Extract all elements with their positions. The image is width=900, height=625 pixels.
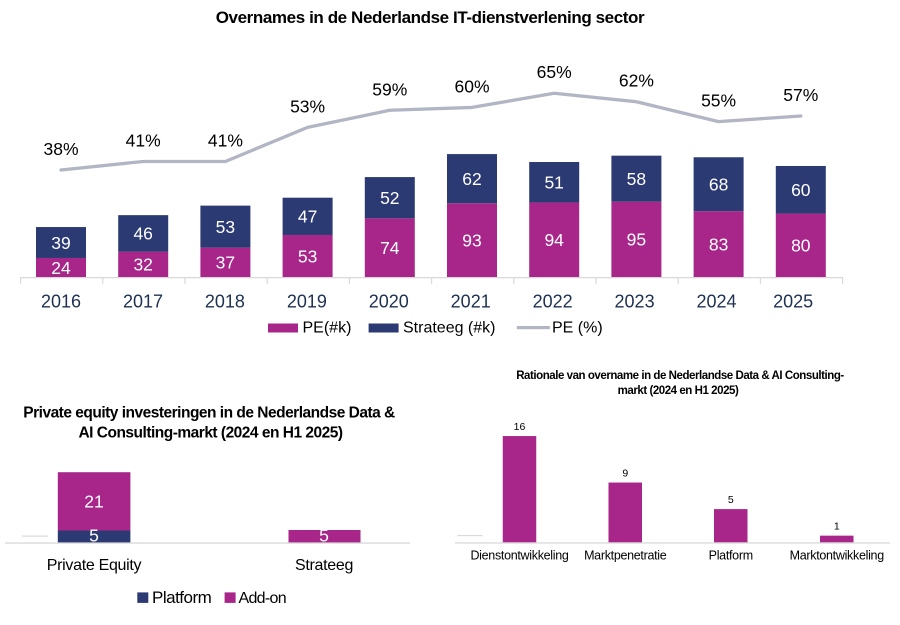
svg-text:Private equity investeringen i: Private equity investeringen in de Neder… xyxy=(23,405,395,422)
svg-text:37: 37 xyxy=(216,253,235,273)
svg-text:2025: 2025 xyxy=(773,292,813,312)
svg-text:53: 53 xyxy=(298,246,317,266)
svg-text:Platform: Platform xyxy=(709,549,753,563)
svg-text:83: 83 xyxy=(709,234,728,254)
svg-text:Strateeg: Strateeg xyxy=(295,557,353,574)
svg-text:5: 5 xyxy=(728,494,734,506)
svg-text:5: 5 xyxy=(319,526,329,546)
svg-text:47: 47 xyxy=(298,207,317,227)
svg-text:markt (2024 en H1 2025): markt (2024 en H1 2025) xyxy=(618,385,739,397)
svg-text:2018: 2018 xyxy=(205,292,245,312)
svg-text:68: 68 xyxy=(709,175,728,195)
svg-text:80: 80 xyxy=(791,236,811,256)
svg-text:5: 5 xyxy=(89,526,99,546)
svg-text:PE (%): PE (%) xyxy=(552,320,603,337)
svg-text:41%: 41% xyxy=(126,130,161,150)
svg-text:24: 24 xyxy=(51,258,71,278)
svg-text:32: 32 xyxy=(133,255,152,275)
svg-text:55%: 55% xyxy=(701,91,736,111)
svg-text:AI Consulting-markt (2024 en H: AI Consulting-markt (2024 en H1 2025) xyxy=(78,425,342,442)
svg-text:60: 60 xyxy=(791,180,811,200)
svg-text:Marktpenetratie: Marktpenetratie xyxy=(584,549,667,563)
svg-text:2019: 2019 xyxy=(287,292,327,312)
svg-text:Platform: Platform xyxy=(152,588,212,607)
svg-text:2017: 2017 xyxy=(123,292,163,312)
svg-text:41%: 41% xyxy=(208,130,243,150)
svg-text:53%: 53% xyxy=(290,96,325,116)
svg-text:1: 1 xyxy=(834,521,840,533)
svg-text:Marktontwikkeling: Marktontwikkeling xyxy=(790,549,885,563)
svg-text:38%: 38% xyxy=(43,139,78,159)
svg-text:62%: 62% xyxy=(619,71,654,91)
svg-text:52: 52 xyxy=(380,188,399,208)
svg-text:59%: 59% xyxy=(372,79,407,99)
svg-text:39: 39 xyxy=(51,233,70,253)
svg-text:53: 53 xyxy=(216,217,235,237)
svg-text:93: 93 xyxy=(462,230,481,250)
svg-text:Rationale van overname in de N: Rationale van overname in de Nederlandse… xyxy=(516,370,844,382)
svg-text:58: 58 xyxy=(627,169,646,189)
svg-text:PE(#k): PE(#k) xyxy=(303,320,352,337)
svg-text:9: 9 xyxy=(622,468,628,480)
svg-text:57%: 57% xyxy=(783,85,818,105)
svg-text:2021: 2021 xyxy=(451,292,491,312)
svg-text:Add-on: Add-on xyxy=(239,590,286,607)
svg-text:2023: 2023 xyxy=(615,292,655,312)
svg-text:21: 21 xyxy=(84,492,103,512)
svg-text:62: 62 xyxy=(462,169,481,189)
svg-text:51: 51 xyxy=(544,173,563,193)
svg-text:Overnames in de Nederlandse IT: Overnames in de Nederlandse IT-dienstver… xyxy=(216,8,645,27)
svg-text:Strateeg (#k): Strateeg (#k) xyxy=(403,320,495,337)
svg-text:46: 46 xyxy=(133,224,152,244)
svg-text:16: 16 xyxy=(514,421,526,433)
svg-text:2020: 2020 xyxy=(369,292,409,312)
svg-text:74: 74 xyxy=(380,238,400,258)
svg-text:Dienstontwikkeling: Dienstontwikkeling xyxy=(470,549,568,563)
svg-text:2022: 2022 xyxy=(533,292,573,312)
svg-text:2016: 2016 xyxy=(41,292,81,312)
svg-text:65%: 65% xyxy=(537,62,572,82)
svg-text:2024: 2024 xyxy=(696,292,736,312)
svg-text:60%: 60% xyxy=(454,76,489,96)
svg-text:94: 94 xyxy=(544,230,564,250)
svg-text:95: 95 xyxy=(627,230,646,250)
svg-text:Private Equity: Private Equity xyxy=(47,557,142,574)
